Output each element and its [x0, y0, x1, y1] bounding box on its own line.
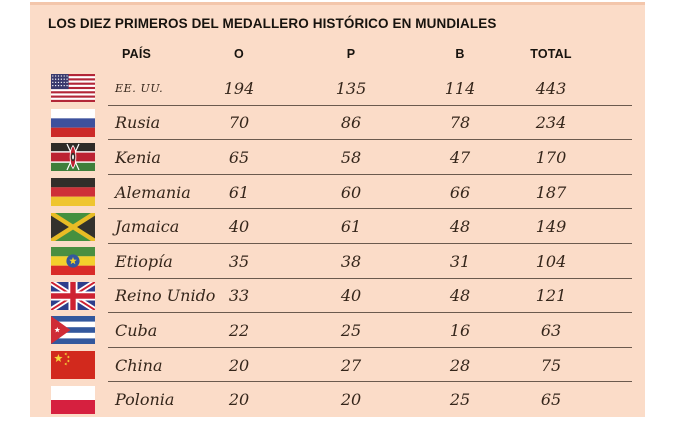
gold-cell: 70	[228, 113, 250, 133]
flag-russia-icon	[51, 108, 95, 137]
flag-poland-icon	[51, 385, 95, 414]
table-row: Reino Unido 33 40 48 121	[30, 279, 645, 314]
header-silver: P	[346, 47, 356, 61]
bronze-cell: 66	[449, 182, 471, 202]
flag-cell	[30, 178, 115, 207]
bronze-cell: 16	[449, 320, 471, 340]
flag-cell	[30, 279, 115, 313]
country-cell: Reino Unido	[115, 286, 216, 306]
flag-cell	[30, 74, 115, 103]
medal-table-panel: LOS DIEZ PRIMEROS DEL MEDALLERO HISTÓRIC…	[30, 2, 645, 417]
bronze-cell: 48	[449, 217, 471, 237]
total-cell: 104	[535, 251, 567, 271]
gold-cell: 22	[228, 320, 250, 340]
flag-ethiopia-icon	[51, 247, 95, 276]
table-row: Alemania 61 60 66 187	[30, 175, 645, 210]
gold-cell: 65	[228, 147, 250, 167]
total-cell: 65	[540, 390, 562, 410]
header-bronze: B	[455, 47, 465, 61]
header-gold: O	[234, 47, 244, 61]
silver-cell: 135	[335, 78, 367, 98]
table-body: EE. UU. 194 135 114 443 Rusia 70 86 78 2…	[30, 71, 645, 417]
flag-cell	[30, 351, 115, 380]
silver-cell: 86	[340, 113, 362, 133]
gold-cell: 20	[228, 390, 250, 410]
total-cell: 443	[535, 78, 567, 98]
total-cell: 75	[540, 355, 562, 375]
total-cell: 63	[540, 320, 562, 340]
total-cell: 234	[535, 113, 567, 133]
country-cell: Jamaica	[115, 217, 180, 237]
total-cell: 149	[535, 217, 567, 237]
flag-cell	[30, 247, 115, 276]
flag-uk-icon	[49, 279, 97, 313]
bronze-cell: 47	[449, 147, 471, 167]
total-cell: 121	[535, 286, 567, 306]
flag-jamaica-icon	[49, 210, 97, 243]
silver-cell: 61	[340, 217, 362, 237]
flag-usa-icon	[51, 74, 95, 103]
total-cell: 187	[535, 182, 567, 202]
table-row: EE. UU. 194 135 114 443	[30, 71, 645, 106]
total-cell: 170	[535, 147, 567, 167]
gold-cell: 194	[223, 78, 255, 98]
bronze-cell: 114	[444, 78, 476, 98]
silver-cell: 40	[340, 286, 362, 306]
silver-cell: 38	[340, 251, 362, 271]
flag-cell	[30, 210, 115, 243]
gold-cell: 35	[228, 251, 250, 271]
table-row: Jamaica 40 61 48 149	[30, 209, 645, 244]
silver-cell: 27	[340, 355, 362, 375]
table-title: LOS DIEZ PRIMEROS DEL MEDALLERO HISTÓRIC…	[48, 16, 497, 31]
country-cell: Cuba	[115, 320, 158, 340]
header-country: PAÍS	[122, 47, 152, 61]
bronze-cell: 78	[449, 113, 471, 133]
country-cell: Polonia	[115, 390, 175, 410]
country-cell: Etiopía	[115, 251, 173, 271]
country-cell: Rusia	[115, 113, 161, 133]
flag-cell	[30, 108, 115, 137]
gold-cell: 40	[228, 217, 250, 237]
gold-cell: 33	[228, 286, 250, 306]
table-header-row: PAÍS O P B TOTAL	[30, 46, 645, 62]
bronze-cell: 28	[449, 355, 471, 375]
country-cell: China	[115, 355, 163, 375]
flag-cell	[30, 316, 115, 345]
header-total: TOTAL	[530, 47, 572, 61]
silver-cell: 20	[340, 390, 362, 410]
gold-cell: 61	[228, 182, 250, 202]
country-cell: Alemania	[115, 182, 191, 202]
table-row: Cuba 22 25 16 63	[30, 313, 645, 348]
bronze-cell: 25	[449, 390, 471, 410]
table-row: Etiopía 35 38 31 104	[30, 244, 645, 279]
silver-cell: 58	[340, 147, 362, 167]
country-cell: Kenia	[115, 147, 161, 167]
flag-germany-icon	[51, 178, 95, 207]
flag-cell	[30, 143, 115, 172]
country-cell: EE. UU.	[115, 81, 164, 95]
table-row: Rusia 70 86 78 234	[30, 106, 645, 141]
bronze-cell: 31	[449, 251, 471, 271]
flag-cuba-icon	[51, 316, 95, 345]
silver-cell: 25	[340, 320, 362, 340]
silver-cell: 60	[340, 182, 362, 202]
table-row: Polonia 20 20 25 65	[30, 382, 645, 417]
table-row: China 20 27 28 75	[30, 348, 645, 383]
bronze-cell: 48	[449, 286, 471, 306]
flag-cell	[30, 385, 115, 414]
flag-kenya-icon	[51, 143, 95, 172]
gold-cell: 20	[228, 355, 250, 375]
flag-china-icon	[51, 351, 95, 380]
table-row: Kenia 65 58 47 170	[30, 140, 645, 175]
